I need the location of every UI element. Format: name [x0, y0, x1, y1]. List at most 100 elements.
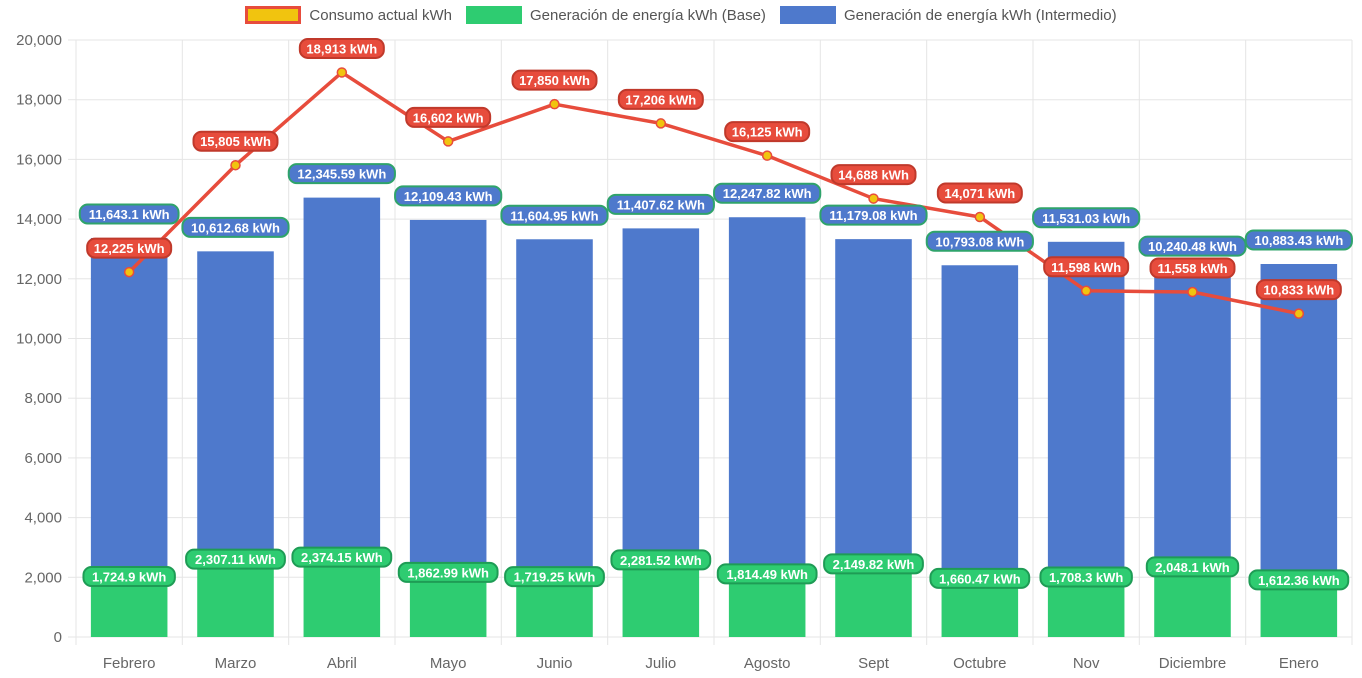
data-label-intermedio: 10,612.68 kWh: [191, 220, 280, 235]
data-label-intermedio: 11,531.03 kWh: [1042, 211, 1130, 226]
data-label-consumo: 14,071 kWh: [944, 186, 1015, 201]
data-label-intermedio-bg: [819, 204, 928, 226]
legend-item-intermedio[interactable]: Generación de energía kWh (Intermedio): [779, 6, 1117, 24]
data-label-base: 1,708.3 kWh: [1049, 570, 1123, 585]
legend-item-consumo[interactable]: Consumo actual kWh: [245, 6, 452, 24]
point-consumo: [761, 150, 773, 161]
y-tick-label: 14,000: [16, 211, 62, 228]
data-label-base: 2,374.15 kWh: [301, 550, 383, 565]
data-label-intermedio: 11,643.1 kWh: [89, 207, 170, 222]
x-tick-label: Marzo: [215, 655, 257, 672]
bar-base: [941, 587, 1019, 637]
data-label-intermedio-bg: [925, 230, 1034, 252]
point-consumo: [1293, 308, 1305, 319]
data-label-consumo: 11,598 kWh: [1051, 260, 1121, 275]
data-label-intermedio: 10,240.48 kWh: [1148, 239, 1237, 254]
data-label-consumo: 12,225 kWh: [94, 241, 165, 256]
bar-base: [303, 566, 381, 637]
legend-swatch-intermedio: [779, 6, 836, 24]
data-label-base-bg: [929, 567, 1031, 589]
data-label-base-bg: [1145, 556, 1240, 578]
data-label-intermedio-bg: [1138, 235, 1247, 257]
data-label-base: 2,149.82 kWh: [833, 557, 915, 572]
data-label-consumo-bg: [830, 164, 917, 186]
data-label-base-bg: [504, 566, 605, 588]
bar-base: [409, 581, 487, 637]
data-label-base: 2,281.52 kWh: [620, 553, 702, 568]
data-label-base: 1,660.47 kWh: [939, 571, 1021, 586]
x-tick-label: Julio: [645, 655, 676, 672]
bar-intermedio: [941, 265, 1019, 588]
y-tick-label: 6,000: [24, 450, 62, 467]
data-label-base-bg: [823, 553, 924, 575]
y-tick-label: 2,000: [24, 569, 62, 586]
bar-base: [622, 568, 700, 637]
legend-item-base[interactable]: Generación de energía kWh (Base): [465, 6, 766, 24]
legend-label-base: Generación de energía kWh (Base): [529, 6, 766, 24]
legend-swatch-consumo: [245, 6, 302, 24]
bar-intermedio: [90, 237, 168, 586]
data-label-consumo-bg: [511, 69, 598, 91]
data-label-base: 2,307.11 kWh: [195, 552, 276, 567]
data-label-base-bg: [185, 548, 286, 570]
data-label-base: 1,719.25 kWh: [514, 570, 596, 585]
data-label-intermedio: 10,883.43 kWh: [1254, 233, 1343, 248]
data-label-consumo: 10,833 kWh: [1263, 283, 1334, 298]
data-label-consumo-bg: [1043, 256, 1130, 278]
data-label-consumo-bg: [405, 106, 492, 128]
data-label-intermedio: 11,604.95 kWh: [510, 208, 598, 223]
bar-intermedio: [1154, 270, 1231, 576]
bar-base: [1260, 588, 1338, 637]
data-label-base-bg: [82, 566, 176, 588]
bar-intermedio: [409, 219, 487, 582]
y-tick-label: 18,000: [16, 92, 62, 109]
data-label-intermedio-bg: [500, 204, 609, 226]
bar-base: [197, 568, 274, 637]
x-tick-label: Diciembre: [1159, 655, 1227, 672]
data-label-intermedio-bg: [394, 185, 503, 207]
bar-intermedio: [303, 197, 381, 567]
data-label-base: 2,048.1 kWh: [1155, 560, 1229, 575]
data-label-intermedio: 11,179.08 kWh: [829, 208, 917, 223]
legend-label-intermedio: Generación de energía kWh (Intermedio): [843, 6, 1117, 24]
data-label-consumo: 16,125 kWh: [732, 125, 803, 140]
y-tick-label: 20,000: [16, 32, 62, 49]
data-label-base-bg: [397, 561, 499, 583]
data-label-intermedio-bg: [78, 203, 180, 225]
point-consumo: [655, 118, 667, 129]
point-consumo: [868, 193, 879, 204]
point-consumo: [123, 266, 135, 278]
data-label-intermedio-bg: [1244, 229, 1353, 251]
x-tick-label: Nov: [1073, 655, 1100, 672]
bar-base: [1154, 575, 1231, 637]
bar-base: [516, 585, 593, 637]
x-tick-label: Mayo: [430, 655, 467, 672]
data-label-consumo: 11,558 kWh: [1157, 261, 1227, 276]
point-consumo: [974, 211, 986, 223]
point-consumo: [336, 67, 348, 78]
data-label-intermedio-bg: [713, 182, 822, 204]
data-label-intermedio: 12,109.43 kWh: [404, 189, 493, 204]
y-tick-label: 10,000: [16, 331, 62, 348]
legend-label-consumo: Consumo actual kWh: [309, 6, 452, 24]
bar-base: [90, 585, 168, 637]
data-label-base: 1,724.9 kWh: [92, 570, 166, 585]
data-label-intermedio: 11,407.62 kWh: [617, 197, 705, 212]
bar-intermedio: [835, 239, 912, 573]
x-tick-label: Sept: [858, 655, 890, 672]
data-label-intermedio-bg: [181, 216, 290, 238]
line-consumo: [127, 70, 1300, 316]
point-consumo: [549, 98, 560, 110]
data-label-consumo: 18,913 kWh: [306, 41, 377, 56]
data-label-consumo-bg: [192, 130, 279, 152]
data-label-base-bg: [716, 563, 818, 585]
data-label-consumo: 17,850 kWh: [519, 73, 590, 88]
point-consumo: [1080, 285, 1092, 297]
point-consumo: [1187, 286, 1198, 298]
data-label-consumo-bg: [298, 37, 385, 59]
x-tick-label: Abril: [327, 655, 357, 672]
data-label-base: 1,862.99 kWh: [407, 565, 489, 580]
bar-intermedio: [622, 228, 700, 569]
